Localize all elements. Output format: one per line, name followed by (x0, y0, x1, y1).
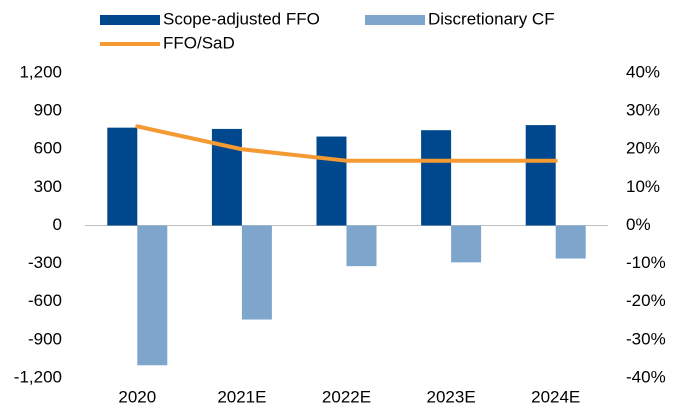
y-tick-label: 300 (34, 177, 62, 196)
y2-tick-label: 40% (626, 62, 660, 81)
x-tick-label: 2023E (427, 387, 476, 406)
legend-label: FFO/SaD (163, 33, 235, 52)
y-tick-label: 0 (53, 215, 62, 234)
legend-label: Discretionary CF (428, 9, 555, 28)
y2-tick-label: 30% (626, 101, 660, 120)
bar (555, 225, 586, 259)
bar (421, 130, 452, 226)
x-tick-label: 2022E (322, 387, 371, 406)
legend-swatch (100, 15, 160, 25)
y-tick-label: -1,200 (14, 367, 62, 386)
legend-swatch (365, 15, 425, 25)
y2-tick-label: -10% (626, 253, 666, 272)
line (135, 124, 558, 163)
y2-tick-label: -20% (626, 291, 666, 310)
bar (241, 225, 272, 320)
bar (525, 125, 556, 226)
y-tick-label: -900 (28, 329, 62, 348)
y2-tick-label: -40% (626, 367, 666, 386)
bar (346, 225, 377, 267)
y2-tick-label: 20% (626, 139, 660, 158)
y-tick-label: 600 (34, 139, 62, 158)
y2-tick-label: 0% (626, 215, 651, 234)
bar (107, 127, 138, 226)
y-tick-label: -600 (28, 291, 62, 310)
bar (137, 225, 168, 366)
x-tick-label: 2024E (531, 387, 580, 406)
x-tick-label: 2020 (118, 387, 156, 406)
y-tick-label: 900 (34, 101, 62, 120)
legend-label: Scope-adjusted FFO (163, 9, 320, 28)
bar (451, 225, 482, 263)
y-tick-label: 1,200 (19, 62, 62, 81)
y2-tick-label: -30% (626, 329, 666, 348)
y-tick-label: -300 (28, 253, 62, 272)
y2-tick-label: 10% (626, 177, 660, 196)
x-tick-label: 2021E (217, 387, 266, 406)
bar (316, 136, 347, 226)
